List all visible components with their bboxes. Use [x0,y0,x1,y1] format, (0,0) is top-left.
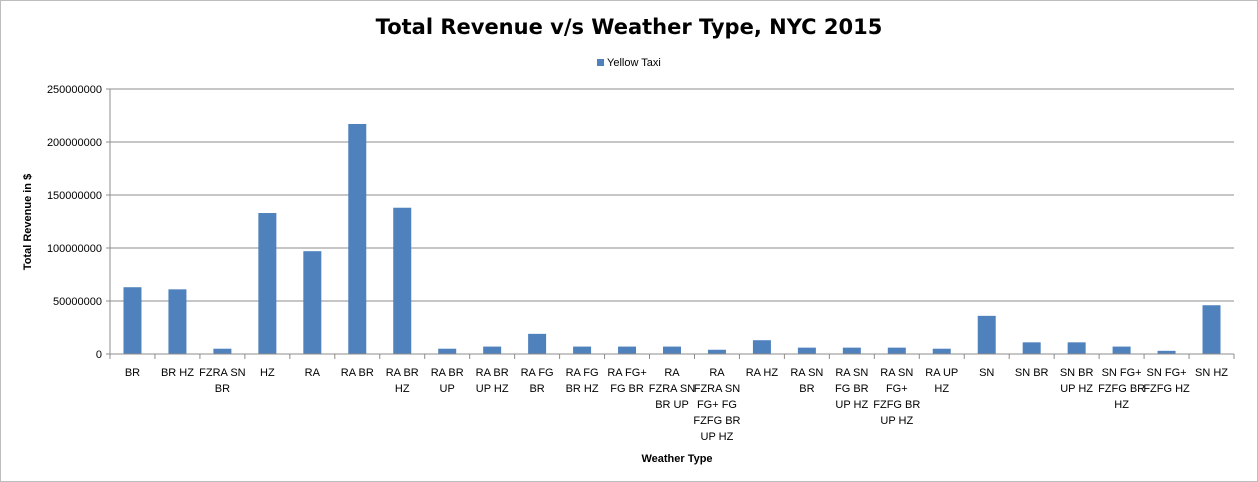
x-tick-label: RA UP HZ [925,367,958,395]
bar [887,347,906,354]
bar [438,348,457,354]
axes [106,88,1235,359]
bar [977,315,996,354]
x-tick-label: RA FG BR HZ [566,367,599,395]
bar [618,346,637,354]
bar [1202,305,1221,354]
bar [303,251,322,354]
x-tick-label: SN HZ [1195,367,1228,379]
x-tick-label: FZRA SN BR [199,367,246,395]
y-tick-label: 150000000 [47,190,102,202]
y-tick-label: 100000000 [47,243,102,255]
x-tick-label: RA FZRA SN FG+ FG FZFG BR UP HZ [693,367,740,443]
y-tick-label: 0 [96,349,102,361]
bar [213,348,232,354]
bar [932,348,951,354]
x-tick-label: RA [305,367,321,379]
bar [1112,346,1131,354]
y-axis-title: Total Revenue in $ [22,174,34,270]
x-tick-label: BR [125,367,140,379]
x-tick-labels: BR BR HZ FZRA SN BR HZ RA RA BR RA BR HZ RA BR UP R… [125,367,1228,443]
bar [752,340,771,354]
gridlines [110,88,1234,302]
bar [842,347,861,354]
x-axis-title: Weather Type [641,453,712,465]
x-tick-label: SN FG+ FZFG BR HZ [1098,367,1145,411]
bar [393,207,412,354]
x-tick-label: SN BR [1015,367,1049,379]
legend-label: Yellow Taxi [607,57,661,69]
x-tick-label: SN [979,367,994,379]
bar [797,347,816,354]
bar [1067,342,1086,354]
bar [483,346,502,354]
bar [707,349,726,354]
x-tick-label: BR HZ [161,367,194,379]
x-tick-label: RA FZRA SN BR UP [649,367,696,411]
bar [168,289,187,354]
bar [123,287,142,354]
x-tick-label: SN BR UP HZ [1060,367,1094,395]
x-tick-label: HZ [260,367,275,379]
x-tick-label: RA BR [341,367,374,379]
x-tick-label: RA SN FG+ FZFG BR UP HZ [873,367,920,427]
x-tick-label: RA BR UP HZ [476,367,509,395]
bars [123,123,1221,354]
x-tick-label: RA HZ [746,367,779,379]
y-tick-label: 200000000 [47,137,102,149]
x-tick-label: SN FG+ FZFG HZ [1143,367,1190,395]
bar [663,346,681,354]
x-tick-label: RA BR HZ [386,367,419,395]
x-tick-label: RA BR UP [431,367,464,395]
y-tick-label: 250000000 [47,84,102,96]
y-tick-label: 50000000 [53,296,102,308]
y-tick-labels: 0 50000000 100000000 150000000 200000000 2500… [47,84,102,361]
bar [1157,350,1176,354]
bar [348,123,367,354]
bar [258,213,277,354]
x-tick-label: RA SN FG BR UP HZ [835,367,869,411]
chart-title: Total Revenue v/s Weather Type, NYC 2015 [376,15,883,39]
bar [1022,342,1041,354]
legend: Yellow Taxi [597,57,661,69]
bar [528,333,547,354]
legend-swatch [597,59,604,66]
bar [573,346,592,354]
x-tick-label: RA FG+ FG BR [607,367,646,395]
x-tick-label: RA SN BR [790,367,823,395]
x-tick-label: RA FG BR [521,367,554,395]
